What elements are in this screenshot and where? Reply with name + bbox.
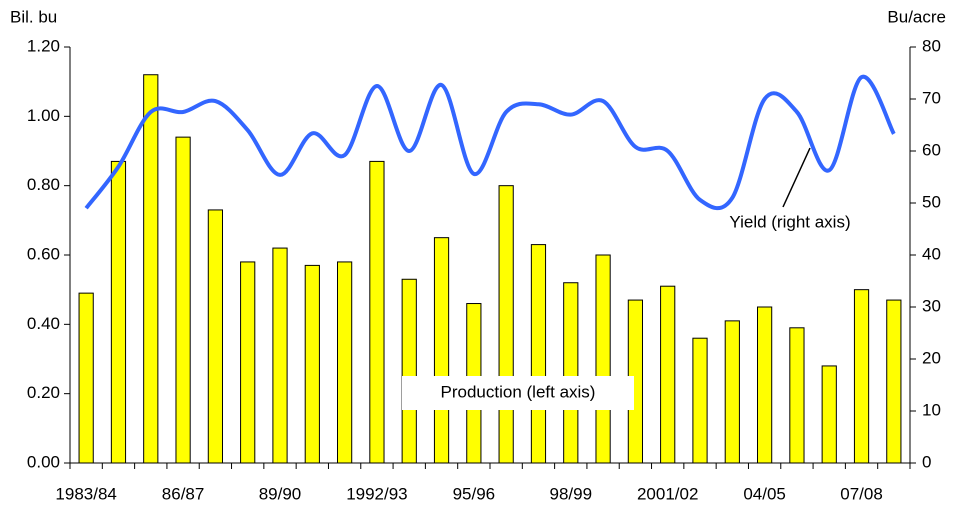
bar <box>853 289 870 464</box>
x-tick-label: 07/08 <box>840 484 883 503</box>
bar <box>789 327 805 464</box>
bar <box>110 160 127 464</box>
bar <box>143 74 159 464</box>
y2-tick-label: 70 <box>922 88 941 107</box>
bar <box>207 209 223 464</box>
y-tick-label: 0.80 <box>27 175 60 194</box>
bar <box>660 285 676 464</box>
y-tick-label: 1.20 <box>27 36 60 55</box>
x-tick-label: 86/87 <box>162 484 205 503</box>
x-tick-label: 1992/93 <box>346 484 407 503</box>
y2-tick-label: 10 <box>922 400 941 419</box>
bar <box>886 299 902 464</box>
bar <box>821 365 837 464</box>
y-tick-label: 0.60 <box>27 244 60 263</box>
bar <box>78 292 94 464</box>
bar <box>240 261 256 464</box>
y-tick-label: 1.00 <box>27 106 60 125</box>
y2-tick-label: 50 <box>922 192 941 211</box>
bar <box>498 185 514 464</box>
bar <box>757 306 773 464</box>
y2-tick-label: 60 <box>922 140 941 159</box>
y2-tick-label: 0 <box>922 452 931 471</box>
y-axis-label: Bil. bu <box>10 7 57 26</box>
x-tick-label: 98/99 <box>549 484 592 503</box>
x-tick-label: 89/90 <box>259 484 302 503</box>
production-label-box <box>402 376 634 410</box>
bar <box>401 278 417 464</box>
bar <box>563 282 579 464</box>
bar <box>724 320 740 464</box>
bar <box>595 254 611 464</box>
bar <box>433 237 450 464</box>
x-tick-label: 2001/02 <box>637 484 698 503</box>
y2-tick-label: 20 <box>922 348 941 367</box>
x-tick-label: 1983/84 <box>55 484 116 503</box>
yield-label: Yield (right axis) <box>729 212 850 231</box>
y2-tick-label: 80 <box>922 36 941 55</box>
bar <box>175 136 191 464</box>
bar <box>272 247 288 464</box>
bar <box>530 244 547 464</box>
yield-leader <box>782 147 811 208</box>
production-label: Production (left axis) <box>441 382 596 401</box>
bar <box>304 264 320 464</box>
bar <box>369 160 385 464</box>
yield-line <box>84 75 896 211</box>
x-tick-label: 95/96 <box>453 484 496 503</box>
x-tick-label: 04/05 <box>743 484 786 503</box>
y-tick-label: 0.40 <box>27 314 60 333</box>
y2-tick-label: 40 <box>922 244 941 263</box>
y2-tick-label: 30 <box>922 296 941 315</box>
y-tick-label: 0.00 <box>27 452 60 471</box>
bar <box>692 337 708 464</box>
bar <box>337 261 353 464</box>
y-tick-label: 0.20 <box>27 383 60 402</box>
y2-axis-label: Bu/acre <box>887 7 946 26</box>
